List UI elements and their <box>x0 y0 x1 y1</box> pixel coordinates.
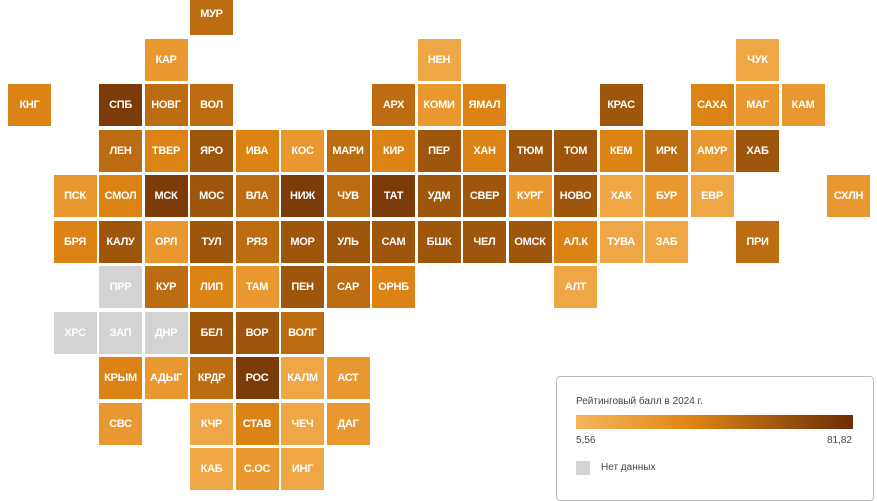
region-tile[interactable]: БУР <box>645 175 688 217</box>
region-tile[interactable]: ИВА <box>235 129 279 172</box>
legend: Рейтинговый балл в 2024 г. 5,56 81,82 Не… <box>556 376 874 501</box>
region-tile[interactable]: КОС <box>281 129 324 172</box>
region-tile[interactable]: АЛТ <box>554 266 597 308</box>
region-tile[interactable]: БШК <box>417 220 461 263</box>
region-tile[interactable]: ОРЛ <box>144 220 188 263</box>
region-tile[interactable]: КАЛМ <box>281 357 324 399</box>
region-tile[interactable]: ХАК <box>599 175 643 217</box>
region-tile[interactable]: ЯМАЛ <box>463 84 506 126</box>
region-tile[interactable]: ЧУК <box>736 38 779 81</box>
region-tile[interactable]: ТОМ <box>554 129 597 172</box>
region-tile[interactable]: ХРС <box>53 311 97 354</box>
region-tile[interactable]: ИНГ <box>281 448 324 490</box>
region-tile[interactable]: РОС <box>235 357 279 399</box>
region-tile[interactable]: ПРИ <box>736 220 779 263</box>
region-tile[interactable]: КАЛУ <box>99 220 142 263</box>
region-tile[interactable]: ОМСК <box>508 220 552 263</box>
region-tile[interactable]: КРДР <box>190 357 233 399</box>
region-tile[interactable]: ЛИП <box>190 266 233 308</box>
region-tile[interactable]: СТАВ <box>235 402 279 445</box>
region-tile[interactable]: ЧУВ <box>326 175 370 217</box>
region-tile[interactable]: УДМ <box>417 175 461 217</box>
region-tile[interactable]: КАБ <box>190 448 233 490</box>
region-tile[interactable]: СПБ <box>99 84 142 126</box>
region-tile[interactable]: ОРНБ <box>372 266 415 308</box>
region-tile[interactable]: КИР <box>372 129 415 172</box>
region-tile[interactable]: ТАТ <box>372 175 415 217</box>
region-tile[interactable]: СХЛН <box>827 175 870 217</box>
region-tile[interactable]: КАР <box>144 38 188 81</box>
region-tile[interactable]: ЗАБ <box>645 220 688 263</box>
region-tile[interactable]: ЧЕЧ <box>281 402 324 445</box>
region-tile[interactable]: АДЫГ <box>144 357 188 399</box>
legend-min: 5,56 <box>576 435 596 446</box>
region-tile[interactable]: ТУВА <box>599 220 643 263</box>
region-tile[interactable]: ВОР <box>235 311 279 354</box>
region-tile[interactable]: ЗАП <box>99 311 142 354</box>
region-tile[interactable]: ТАМ <box>235 266 279 308</box>
region-tile[interactable]: ПСК <box>53 175 97 217</box>
region-tile[interactable]: САР <box>326 266 370 308</box>
region-tile[interactable]: УЛЬ <box>326 220 370 263</box>
region-tile[interactable]: ТУЛ <box>190 220 233 263</box>
region-tile[interactable]: АМУР <box>690 129 734 172</box>
region-tile[interactable]: КОМИ <box>417 84 461 126</box>
region-tile[interactable]: С.ОС <box>235 448 279 490</box>
region-tile[interactable]: МОС <box>190 175 233 217</box>
region-tile[interactable]: АЛ.К <box>554 220 597 263</box>
region-tile[interactable]: МУР <box>190 0 233 35</box>
region-tile[interactable]: КАМ <box>781 84 825 126</box>
legend-title: Рейтинговый балл в 2024 г. <box>576 396 703 407</box>
region-tile[interactable]: ЛЕН <box>99 129 142 172</box>
region-tile[interactable]: КЕМ <box>599 129 643 172</box>
region-tile[interactable]: КУРГ <box>508 175 552 217</box>
region-tile[interactable]: КРЫМ <box>99 357 142 399</box>
region-tile[interactable]: СМОЛ <box>99 175 142 217</box>
region-tile[interactable]: ВЛА <box>235 175 279 217</box>
region-tile[interactable]: ХАБ <box>736 129 779 172</box>
region-tile[interactable]: МСК <box>144 175 188 217</box>
region-tile[interactable]: НОВГ <box>144 84 188 126</box>
region-tile[interactable]: ПРР <box>99 266 142 308</box>
region-tile[interactable]: КЧР <box>190 402 233 445</box>
region-tile[interactable]: ЕВР <box>690 175 734 217</box>
region-tile[interactable]: БЕЛ <box>190 311 233 354</box>
region-tile[interactable]: АРХ <box>372 84 415 126</box>
region-tile[interactable]: САМ <box>372 220 415 263</box>
region-tile[interactable]: ЯРО <box>190 129 233 172</box>
region-tile[interactable]: ТВЕР <box>144 129 188 172</box>
region-tile[interactable]: ДНР <box>144 311 188 354</box>
region-tile[interactable]: МАРИ <box>326 129 370 172</box>
no-data-swatch <box>576 461 590 475</box>
region-tile[interactable]: ПЕР <box>417 129 461 172</box>
region-tile[interactable]: САХА <box>690 84 734 126</box>
region-tile[interactable]: ХАН <box>463 129 506 172</box>
region-tile[interactable]: ТЮМ <box>508 129 552 172</box>
region-tile[interactable]: КРАС <box>599 84 643 126</box>
region-tile[interactable]: ЧЕЛ <box>463 220 506 263</box>
region-tile[interactable]: СВЕР <box>463 175 506 217</box>
region-tile[interactable]: ИРК <box>645 129 688 172</box>
region-tile[interactable]: БРЯ <box>53 220 97 263</box>
region-tile[interactable]: РЯЗ <box>235 220 279 263</box>
region-tile[interactable]: ПЕН <box>281 266 324 308</box>
region-tile[interactable]: ВОЛГ <box>281 311 324 354</box>
region-tile[interactable]: ВОЛ <box>190 84 233 126</box>
region-tile[interactable]: МОР <box>281 220 324 263</box>
region-tile[interactable]: АСТ <box>326 357 370 399</box>
no-data-label: Нет данных <box>601 462 656 473</box>
region-tile[interactable]: КУР <box>144 266 188 308</box>
region-tile[interactable]: СВС <box>99 402 142 445</box>
legend-gradient-bar <box>576 415 853 429</box>
region-tile[interactable]: НОВО <box>554 175 597 217</box>
region-tile[interactable]: МАГ <box>736 84 779 126</box>
region-tile[interactable]: НИЖ <box>281 175 324 217</box>
legend-max: 81,82 <box>826 435 852 446</box>
region-tile[interactable]: ДАГ <box>326 402 370 445</box>
region-tile[interactable]: НЕН <box>417 38 461 81</box>
region-tile[interactable]: КНГ <box>8 84 51 126</box>
